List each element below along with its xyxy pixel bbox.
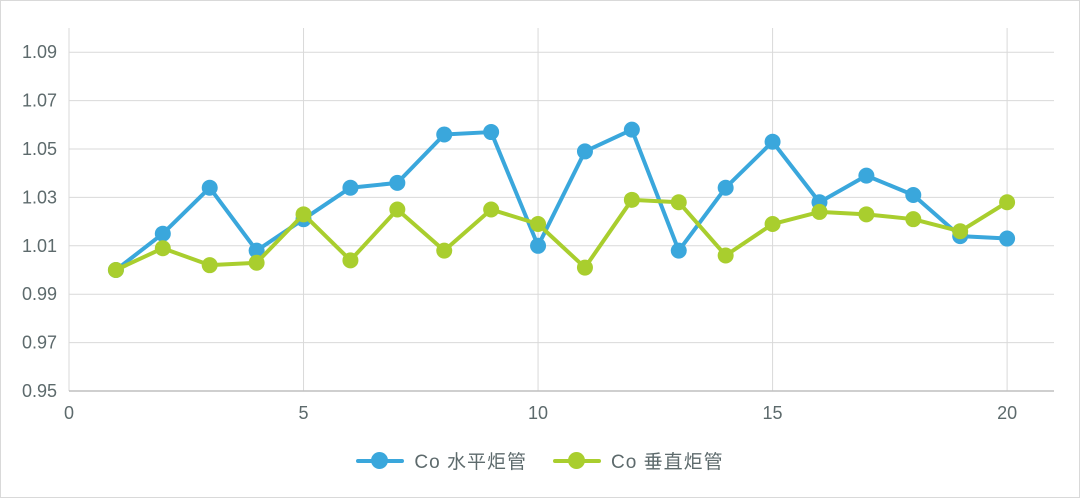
data-point [436,126,453,143]
legend-line-marker-icon [553,452,601,469]
data-point [576,259,593,276]
data-point [154,225,171,242]
x-tick-label: 20 [997,403,1017,423]
chart-legend: Co 水平炬管 Co 垂直炬管 [1,447,1079,474]
series-line [113,127,1010,272]
data-point [905,186,922,203]
data-point [952,223,969,240]
data-point [670,194,687,211]
data-point [248,254,265,271]
data-point [905,211,922,228]
data-point [201,179,218,196]
data-point [342,252,359,269]
x-tick-label: 5 [299,403,309,423]
legend-label: Co 垂直炬管 [611,452,724,473]
y-tick-label: 1.03 [22,187,57,207]
y-tick-label: 1.07 [22,91,57,111]
legend-line-marker-icon [356,452,405,469]
data-point [576,143,593,160]
y-tick-label: 0.99 [22,284,57,304]
data-point [483,124,500,141]
line-chart: 0.95 0.97 0.99 1.01 1.03 1.05 1.07 1.09 0 5 10 15 20 [22,28,1054,423]
data-point [530,237,547,254]
data-point [623,191,640,208]
x-tick-label: 10 [528,403,548,423]
y-tick-label: 1.09 [22,42,57,62]
legend-item-co-horizontal-torch: Co 水平炬管 [356,447,527,474]
data-point [858,206,875,223]
data-point [764,216,781,233]
data-point [201,257,218,274]
legend-item-co-vertical-torch: Co 垂直炬管 [553,447,724,474]
y-tick-label: 0.97 [22,333,57,353]
y-tick-label: 1.05 [22,139,57,159]
data-point [999,194,1016,211]
data-point [717,247,734,264]
gridlines [68,28,1054,392]
data-point [107,262,124,278]
data-point [248,242,265,259]
x-tick-label: 15 [763,403,783,423]
legend-label: Co 水平炬管 [414,452,527,473]
x-tick-label: 0 [64,403,74,423]
data-point [764,133,781,150]
data-point [389,201,406,218]
data-point [530,216,547,233]
data-point [483,201,500,218]
data-point [154,240,171,257]
data-point [811,203,828,220]
y-axis-labels: 0.95 0.97 0.99 1.01 1.03 1.05 1.07 1.09 [22,42,57,401]
data-point [436,242,453,259]
data-point [717,179,734,196]
series-1 [107,191,1016,278]
data-point [623,121,640,138]
series-0 [107,121,1016,278]
data-point [342,179,359,196]
data-point [295,206,312,223]
x-axis-labels: 0 5 10 15 20 [64,403,1017,423]
y-tick-label: 0.95 [22,381,57,401]
data-point [670,242,687,259]
data-point [389,174,406,191]
data-point [858,167,875,184]
y-tick-label: 1.01 [22,236,57,256]
data-point [999,230,1016,247]
